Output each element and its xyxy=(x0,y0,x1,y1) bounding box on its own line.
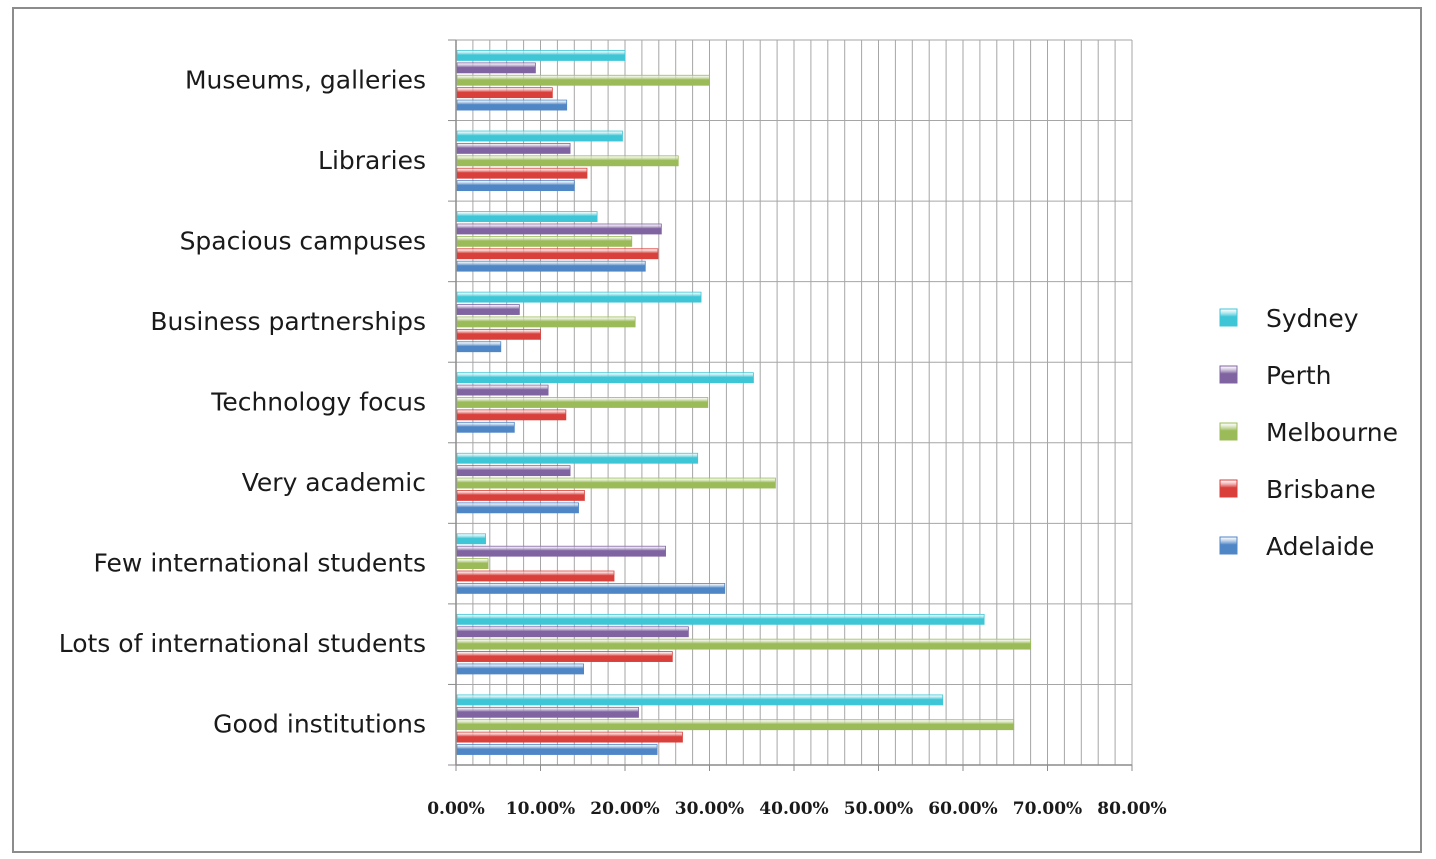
x-tick-label: 0.00% xyxy=(427,799,485,819)
x-tick-label: 10.00% xyxy=(506,799,575,819)
bar-sydney-3 xyxy=(456,291,702,303)
bar-brisbane-8 xyxy=(456,731,683,743)
bars-layer xyxy=(456,50,1031,755)
bar-adelaide-4 xyxy=(456,421,515,433)
bar-melbourne-5 xyxy=(456,477,776,489)
bar-melbourne-8 xyxy=(456,719,1015,731)
axis-layer xyxy=(448,39,1133,771)
bar-sydney-0 xyxy=(456,50,626,61)
category-label: Business partnerships xyxy=(150,307,426,336)
bar-adelaide-0 xyxy=(456,99,568,111)
bar-sydney-4 xyxy=(456,372,754,384)
bar-adelaide-8 xyxy=(456,744,658,755)
bar-melbourne-0 xyxy=(456,74,710,86)
bar-brisbane-6 xyxy=(456,570,615,582)
bar-perth-6 xyxy=(456,545,666,557)
legend-label-adelaide: Adelaide xyxy=(1266,532,1374,561)
bar-sydney-1 xyxy=(456,130,623,142)
bar-brisbane-5 xyxy=(456,490,585,501)
category-label: Museums, galleries xyxy=(185,65,426,94)
bar-perth-4 xyxy=(456,384,549,396)
x-tick-label: 20.00% xyxy=(590,799,659,819)
bar-melbourne-2 xyxy=(456,235,633,247)
bar-melbourne-4 xyxy=(456,397,709,408)
bar-sydney-7 xyxy=(456,613,985,625)
bar-adelaide-5 xyxy=(456,502,579,514)
category-label: Few international students xyxy=(94,549,426,578)
bar-perth-0 xyxy=(456,62,536,74)
bar-perth-8 xyxy=(456,706,639,718)
x-tick-label: 40.00% xyxy=(759,799,828,819)
legend-swatch-sydney xyxy=(1219,308,1238,327)
x-tick-label: 30.00% xyxy=(675,799,744,819)
bar-brisbane-2 xyxy=(456,248,659,260)
chart-frame xyxy=(12,7,1422,853)
bar-perth-1 xyxy=(456,143,571,154)
category-label: Libraries xyxy=(318,146,426,175)
bar-adelaide-6 xyxy=(456,583,726,594)
bar-melbourne-6 xyxy=(456,558,489,570)
category-label: Very academic xyxy=(242,468,426,497)
bar-perth-3 xyxy=(456,304,520,315)
bar-brisbane-1 xyxy=(456,167,588,179)
bar-melbourne-1 xyxy=(456,155,679,167)
category-label: Spacious campuses xyxy=(180,226,426,255)
bar-sydney-5 xyxy=(456,452,699,464)
bar-melbourne-7 xyxy=(456,638,1031,650)
legend-swatch-perth xyxy=(1219,365,1238,384)
bar-brisbane-4 xyxy=(456,409,567,421)
x-tick-label: 60.00% xyxy=(928,799,997,819)
category-label: Good institutions xyxy=(213,710,426,739)
legend-label-perth: Perth xyxy=(1266,361,1332,390)
bar-perth-2 xyxy=(456,223,662,235)
bar-brisbane-0 xyxy=(456,87,553,99)
x-tick-label: 80.00% xyxy=(1097,799,1166,819)
category-label: Lots of international students xyxy=(59,629,426,658)
legend-label-brisbane: Brisbane xyxy=(1266,475,1376,504)
bar-sydney-2 xyxy=(456,211,598,222)
bar-adelaide-3 xyxy=(456,341,502,353)
bar-sydney-6 xyxy=(456,533,486,545)
category-label: Technology focus xyxy=(210,388,426,417)
legend-swatch-brisbane xyxy=(1219,479,1238,498)
legend-swatch-melbourne xyxy=(1219,422,1238,441)
bar-adelaide-1 xyxy=(456,180,575,192)
x-tick-label: 50.00% xyxy=(844,799,913,819)
legend-label-sydney: Sydney xyxy=(1266,304,1359,333)
bar-sydney-8 xyxy=(456,694,944,706)
x-tick-label: 70.00% xyxy=(1013,799,1082,819)
legend-layer: Sydney Perth Melbourne Brisbane Adelaide xyxy=(1219,304,1398,561)
label-layer: Museums, galleries Libraries Spacious camp… xyxy=(59,65,1167,819)
bar-brisbane-3 xyxy=(456,328,541,340)
bar-adelaide-2 xyxy=(456,260,646,272)
legend-label-melbourne: Melbourne xyxy=(1266,418,1398,447)
bar-adelaide-7 xyxy=(456,663,584,675)
legend-swatch-adelaide xyxy=(1219,536,1238,555)
bar-brisbane-7 xyxy=(456,651,673,662)
bar-perth-5 xyxy=(456,465,571,477)
bar-perth-7 xyxy=(456,626,689,638)
bar-melbourne-3 xyxy=(456,316,636,328)
